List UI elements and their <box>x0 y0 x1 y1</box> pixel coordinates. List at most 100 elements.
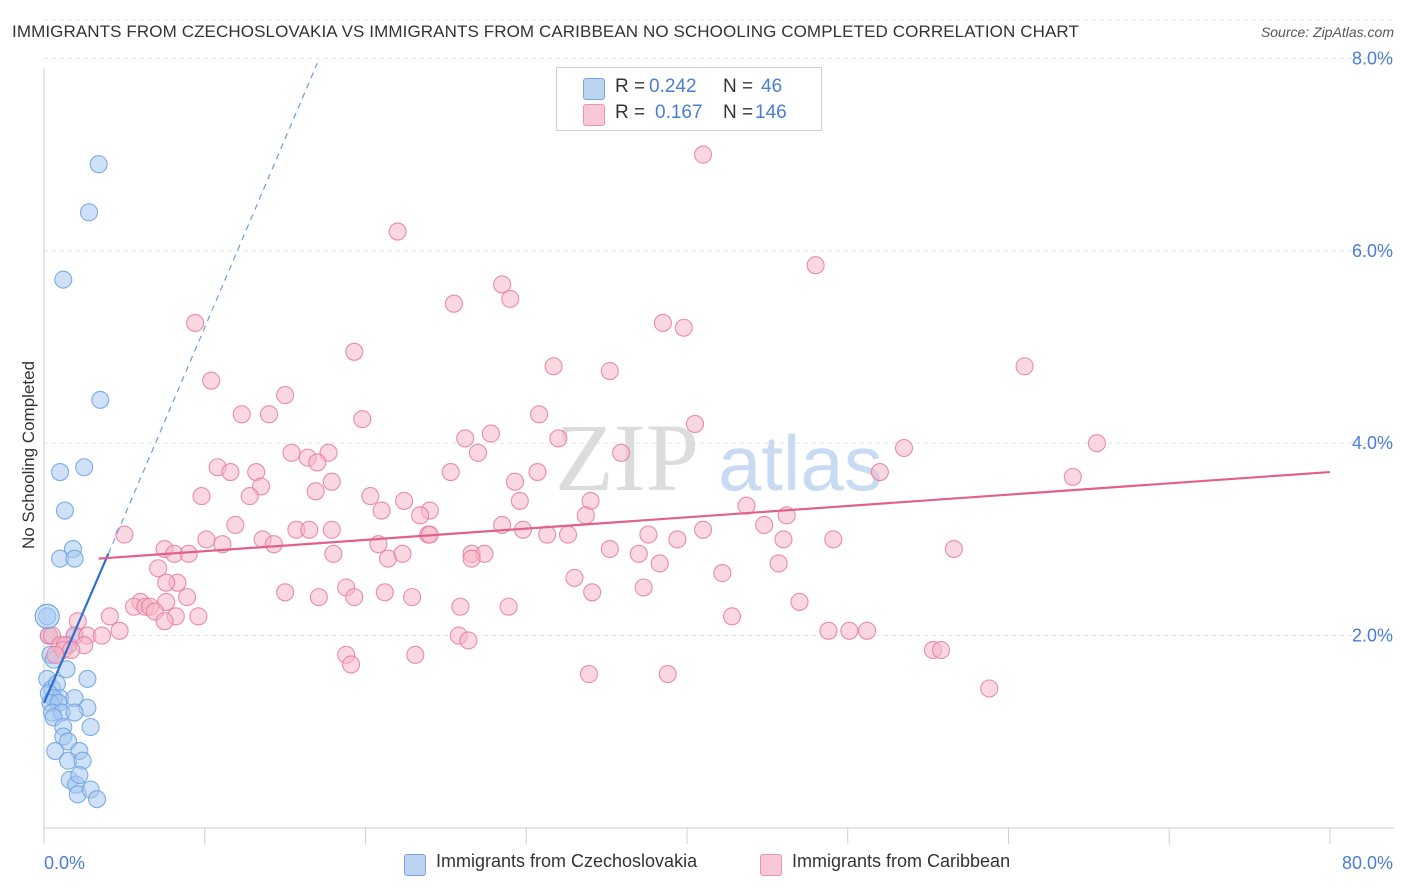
grid-layer <box>44 19 1394 637</box>
point-caribbean <box>481 424 500 443</box>
point-caribbean <box>944 539 963 559</box>
point-caribbean <box>202 371 221 390</box>
point-caribbean <box>499 597 518 616</box>
watermark-atlas: atlas <box>718 419 883 507</box>
point-caribbean <box>155 612 174 631</box>
point-caribbean <box>444 294 463 313</box>
correlation-legend: R = 0.242 N = 46 R = 0.167 N = 146 <box>556 67 822 131</box>
point-caribbean <box>92 626 111 645</box>
point-caribbean <box>819 621 838 640</box>
y-tick-label: 8.0% <box>1352 48 1393 68</box>
point-caribbean <box>411 506 430 525</box>
x-tick-label: 0.0% <box>44 853 85 873</box>
point-caribbean <box>276 386 295 405</box>
point-caribbean <box>306 482 325 501</box>
point-caribbean <box>806 256 825 275</box>
point-caribbean <box>824 530 843 549</box>
point-caribbean <box>501 289 520 308</box>
point-caribbean <box>600 539 619 559</box>
point-caribbean <box>189 607 208 626</box>
point-caribbean <box>345 588 364 607</box>
trendline-czechoslovakia-extension <box>107 62 318 555</box>
point-caribbean <box>395 491 414 510</box>
trend-layer <box>42 62 1331 704</box>
point-caribbean <box>840 621 859 640</box>
point-czechoslovakia <box>65 549 84 568</box>
point-caribbean <box>528 463 547 482</box>
legend-n-label: N = <box>723 102 754 123</box>
point-caribbean <box>600 361 619 381</box>
point-caribbean <box>857 621 877 640</box>
point-caribbean <box>232 405 251 424</box>
y-axis-label: No Schooling Completed <box>19 361 38 549</box>
point-caribbean <box>372 501 391 520</box>
legend-r-value: 0.167 <box>655 102 703 123</box>
point-caribbean <box>769 554 788 573</box>
point-caribbean <box>755 515 774 535</box>
point-caribbean <box>583 583 602 602</box>
point-caribbean <box>629 544 648 563</box>
point-caribbean <box>722 607 742 626</box>
point-caribbean <box>549 429 568 448</box>
point-czechoslovakia <box>65 703 84 722</box>
point-caribbean <box>634 578 653 597</box>
trendline-caribbean <box>98 470 1331 560</box>
point-caribbean <box>694 520 713 539</box>
legend-n-label: N = <box>723 76 754 97</box>
point-caribbean <box>870 463 889 482</box>
point-czechoslovakia <box>87 790 107 809</box>
point-caribbean <box>115 525 134 544</box>
point-caribbean <box>576 506 595 525</box>
point-caribbean <box>790 592 809 611</box>
point-caribbean <box>894 438 914 458</box>
point-caribbean <box>300 520 319 539</box>
point-caribbean <box>197 530 216 549</box>
point-caribbean <box>980 679 999 698</box>
point-caribbean <box>510 491 529 510</box>
point-caribbean <box>685 414 705 434</box>
point-caribbean <box>668 530 687 549</box>
point-caribbean <box>213 535 232 554</box>
bottom-legend-swatch-pink <box>760 854 782 876</box>
axis-layer: 2.0% 4.0% 6.0% 8.0% 0.0% 80.0% <box>43 48 1394 873</box>
y-tick-label: 6.0% <box>1352 241 1393 261</box>
point-caribbean <box>462 549 481 568</box>
trendline-czechoslovakia <box>42 553 110 704</box>
point-czechoslovakia <box>78 669 97 688</box>
point-caribbean <box>149 559 168 578</box>
point-caribbean <box>375 583 394 602</box>
point-caribbean <box>276 583 295 602</box>
point-caribbean <box>658 665 677 684</box>
bottom-legend-label: Immigrants from Czechoslovakia <box>436 851 698 871</box>
point-caribbean <box>493 275 512 294</box>
point-caribbean <box>192 487 211 506</box>
point-caribbean <box>361 487 380 506</box>
point-caribbean <box>324 544 343 563</box>
point-caribbean <box>110 621 129 640</box>
x-tick-label: 80.0% <box>1342 853 1393 873</box>
point-caribbean <box>157 573 176 592</box>
point-caribbean <box>530 405 549 424</box>
point-caribbean <box>713 564 732 583</box>
point-caribbean <box>565 568 584 587</box>
point-czechoslovakia <box>46 741 65 761</box>
point-caribbean <box>505 472 525 491</box>
point-caribbean <box>226 515 245 535</box>
point-caribbean <box>774 530 793 549</box>
point-caribbean <box>322 472 341 491</box>
legend-r-label: R = <box>615 102 646 123</box>
legend-swatch-blue <box>583 78 605 100</box>
point-czechoslovakia <box>89 155 108 174</box>
legend-swatch-pink <box>583 104 605 126</box>
point-caribbean <box>221 463 240 482</box>
point-caribbean <box>341 655 361 674</box>
point-caribbean <box>259 405 279 424</box>
point-caribbean <box>451 597 470 616</box>
point-caribbean <box>100 607 119 626</box>
point-caribbean <box>544 357 563 376</box>
point-caribbean <box>178 588 197 607</box>
point-caribbean <box>1015 357 1034 376</box>
point-czechoslovakia-large <box>34 603 60 629</box>
point-caribbean <box>309 588 328 607</box>
